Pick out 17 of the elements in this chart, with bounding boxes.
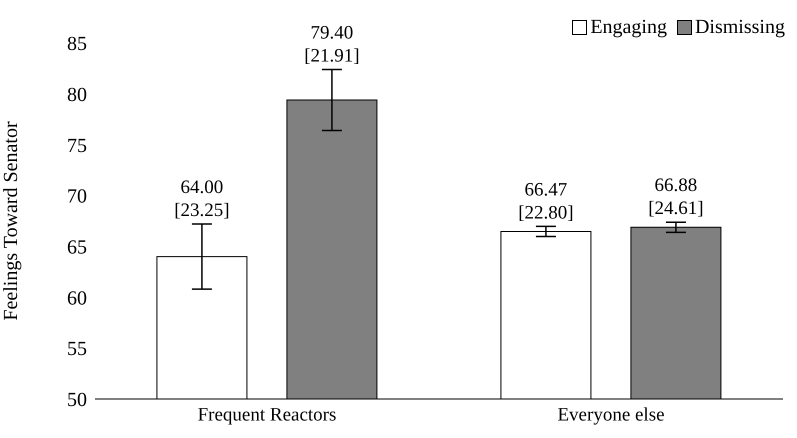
data-label: 79.40 [21.91] xyxy=(304,22,360,66)
y-tick-label: 85 xyxy=(67,33,87,56)
legend-label: Engaging xyxy=(590,16,667,39)
y-tick-label: 55 xyxy=(67,338,87,360)
legend-label: Dismissing xyxy=(694,16,785,39)
y-tick-label: 70 xyxy=(67,186,87,208)
x-tick-label: Frequent Reactors xyxy=(198,404,336,426)
y-tick-label: 75 xyxy=(67,134,87,157)
y-tick-label: 65 xyxy=(67,236,87,259)
data-label: 66.47 [22.80] xyxy=(518,179,574,224)
y-axis-title: Feelings Toward Senator xyxy=(0,121,22,321)
y-tick-label: 60 xyxy=(67,287,87,310)
y-tick-label: 80 xyxy=(67,84,87,106)
data-label: 64.00 [23.25] xyxy=(174,177,230,222)
y-tick-label: 50 xyxy=(67,389,87,412)
x-tick-label: Everyone else xyxy=(557,404,665,426)
data-label: 66.88 [24.61] xyxy=(648,175,704,220)
